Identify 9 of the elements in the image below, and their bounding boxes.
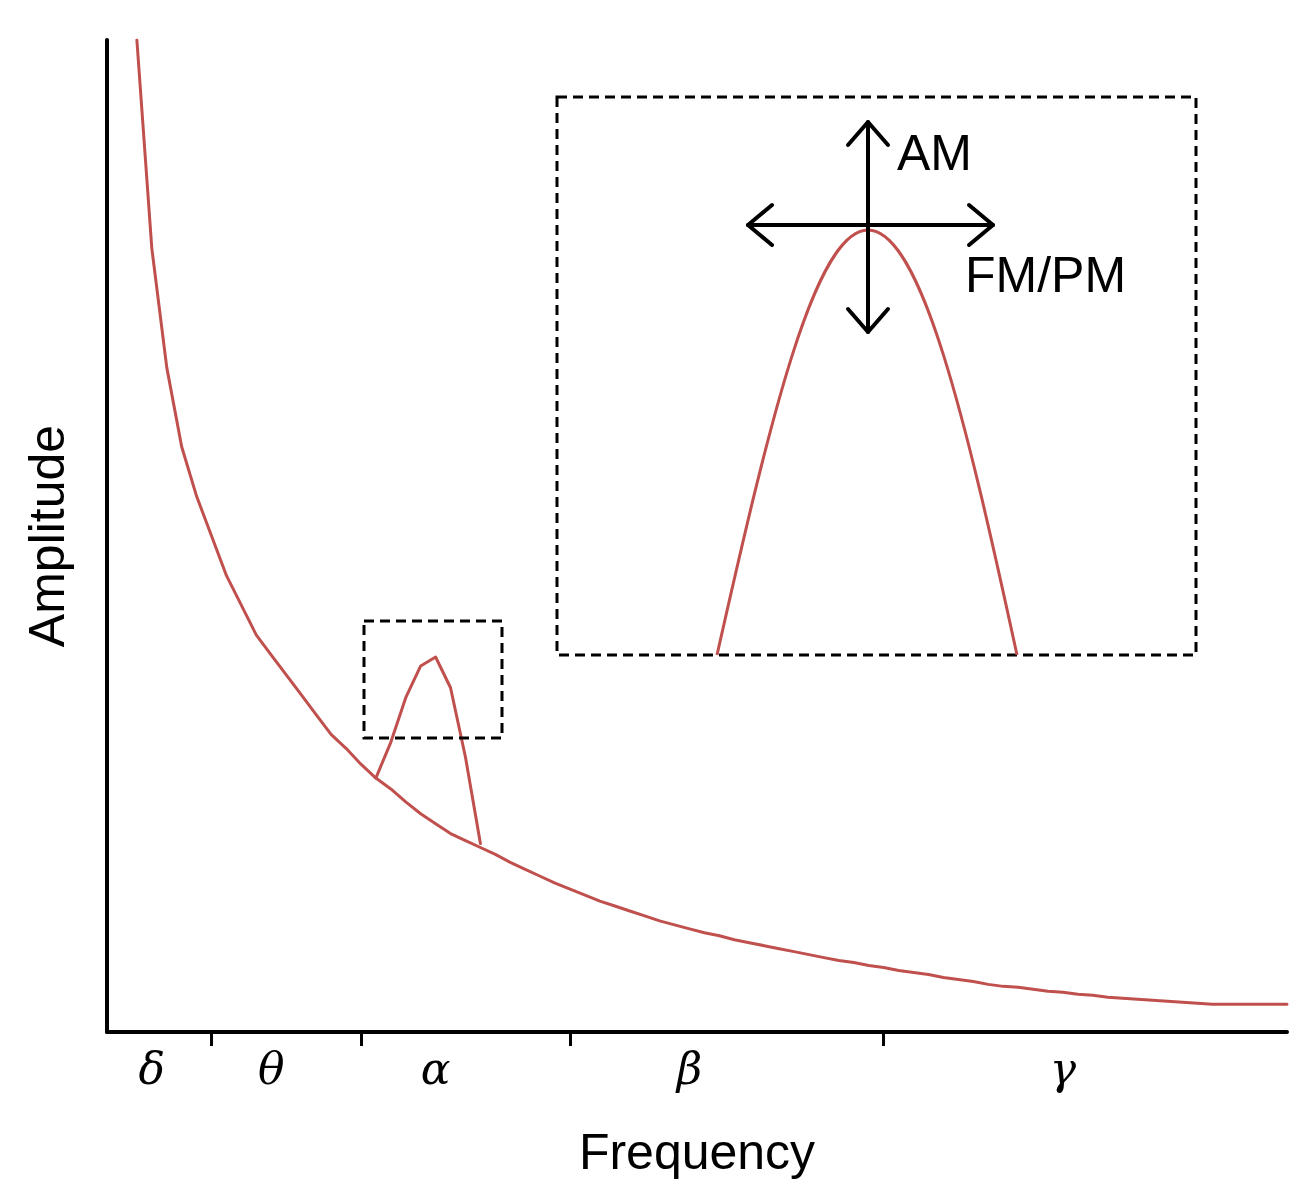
x-tick-label: δ [138, 1042, 166, 1094]
x-tick-label: θ [258, 1042, 285, 1094]
x-axis-title: Frequency [578, 1124, 816, 1180]
x-tick-label: α [420, 1042, 451, 1094]
x-tick-label: γ [1049, 1042, 1077, 1094]
y-axis-title: Amplitude [19, 424, 75, 648]
annotation: FM/PM [965, 247, 1127, 303]
annotation: AM [897, 125, 972, 181]
x-tick-label: β [674, 1042, 703, 1094]
